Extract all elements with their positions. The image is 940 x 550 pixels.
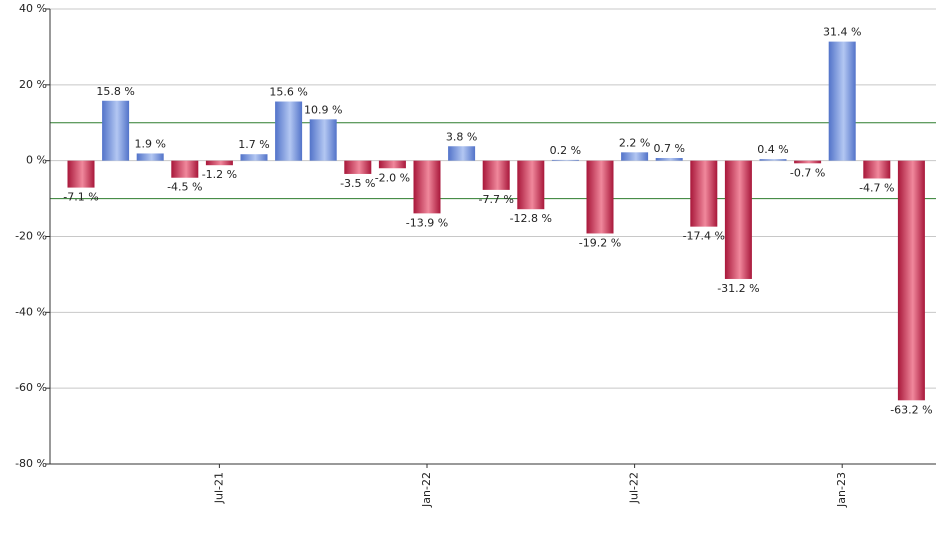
bar [551, 159, 579, 161]
bar [794, 160, 822, 164]
value-label: 0.4 % [757, 143, 788, 156]
value-label: -7.1 % [63, 191, 98, 204]
bar [344, 160, 372, 174]
value-label: 1.9 % [134, 137, 165, 150]
bar [621, 152, 649, 161]
bar [690, 160, 718, 227]
value-label: 1.7 % [238, 138, 269, 151]
x-tick-label: Jul-21 [212, 472, 225, 504]
bar [482, 160, 510, 190]
value-label: 0.2 % [550, 144, 581, 157]
bar [309, 119, 337, 161]
bar [136, 153, 164, 161]
value-label: 0.7 % [653, 142, 684, 155]
value-label: 2.2 % [619, 136, 650, 149]
y-tick-label: -40 % [15, 305, 47, 318]
bar [275, 101, 303, 161]
x-tick-label: Jan-23 [835, 472, 848, 508]
value-label: 15.8 % [96, 85, 134, 98]
value-label: -3.5 % [340, 177, 375, 190]
bar [413, 160, 441, 214]
value-label: -63.2 % [890, 403, 932, 416]
y-tick-label: -60 % [15, 381, 47, 394]
bar [448, 146, 476, 161]
value-label: -19.2 % [579, 236, 621, 249]
bar [724, 160, 752, 279]
value-label: -4.5 % [167, 181, 202, 194]
y-tick-label: 0 % [26, 154, 47, 167]
value-label: -4.7 % [859, 181, 894, 194]
bar [863, 160, 891, 179]
bar [759, 159, 787, 161]
bar [67, 160, 95, 188]
bar [517, 160, 545, 210]
bar [171, 160, 199, 178]
bar [240, 154, 268, 161]
value-label: 10.9 % [304, 103, 342, 116]
y-tick-label: 20 % [19, 78, 47, 91]
bar [378, 160, 406, 169]
bar [897, 160, 925, 401]
value-label: -7.7 % [478, 193, 513, 206]
bar [102, 100, 130, 161]
value-label: -17.4 % [683, 230, 725, 243]
y-tick-label: 40 % [19, 2, 47, 15]
value-label: 15.6 % [269, 86, 307, 99]
x-tick-label: Jan-22 [420, 472, 433, 508]
value-label: 31.4 % [823, 26, 861, 39]
y-tick-label: -80 % [15, 457, 47, 470]
x-tick-label: Jul-22 [628, 472, 641, 504]
bar [828, 41, 856, 161]
bar [655, 158, 683, 161]
value-label: -31.2 % [717, 282, 759, 295]
value-label: -0.7 % [790, 166, 825, 179]
value-label: -1.2 % [202, 168, 237, 181]
value-label: -12.8 % [510, 212, 552, 225]
value-label: -2.0 % [375, 171, 410, 184]
bar [205, 160, 233, 166]
bar [586, 160, 614, 234]
y-tick-label: -20 % [15, 230, 47, 243]
value-label: 3.8 % [446, 130, 477, 143]
value-label: -13.9 % [406, 216, 448, 229]
